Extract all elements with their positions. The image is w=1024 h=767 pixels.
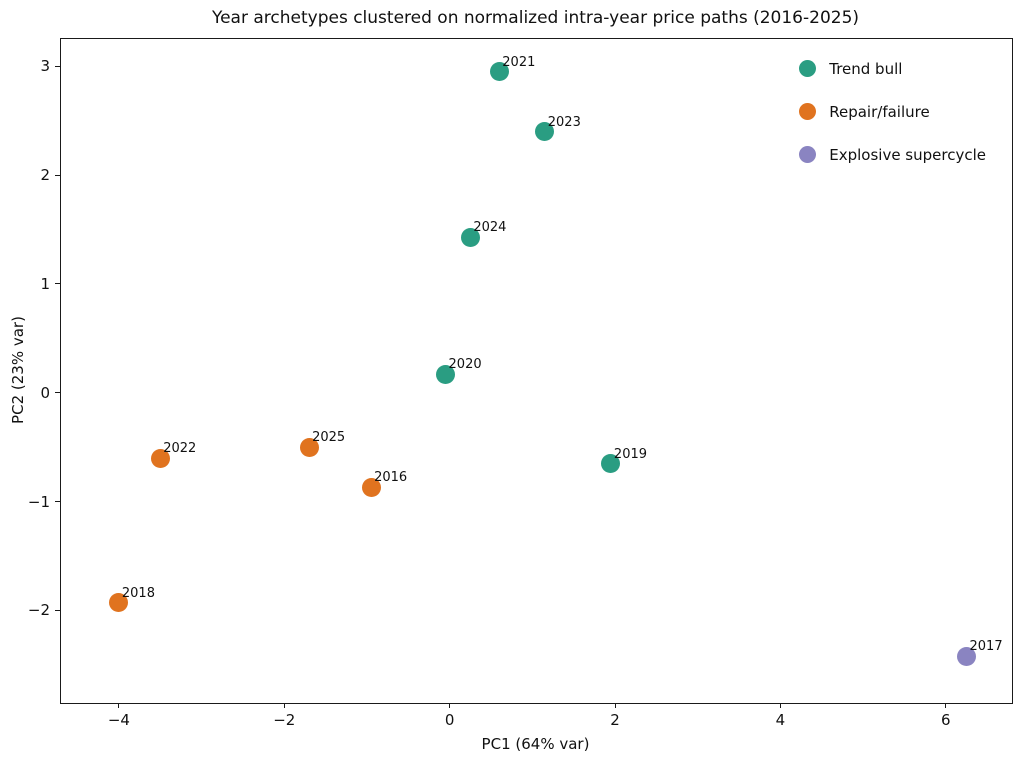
legend-item: Explosive supercycle — [799, 133, 986, 176]
data-point-label-2019: 2019 — [613, 446, 648, 462]
x-tick-mark — [283, 703, 285, 708]
chart-title: Year archetypes clustered on normalized … — [211, 8, 860, 28]
data-point-2019 — [601, 454, 621, 474]
x-tick-mark — [614, 703, 616, 708]
x-tick-mark — [118, 703, 120, 708]
data-point-2025 — [299, 437, 319, 457]
legend-marker-icon — [799, 146, 817, 163]
data-point-2023 — [535, 122, 555, 142]
data-point-label-2022: 2022 — [163, 441, 197, 457]
data-point-2016 — [361, 477, 381, 497]
y-tick-mark — [55, 283, 60, 285]
data-point-label-2016: 2016 — [374, 470, 408, 486]
y-tick-label: 0 — [40, 383, 50, 402]
legend-label: Repair/failure — [829, 102, 930, 121]
plot-area: Trend bull Repair/failure Explosive superc… — [28, 38, 1013, 729]
y-axis-label: PC2 (23% var) — [9, 316, 27, 424]
legend: Trend bull Repair/failure Explosive superc… — [799, 47, 986, 176]
data-point-label-2023: 2023 — [547, 114, 581, 130]
y-tick-mark — [55, 392, 60, 394]
x-tick-label: 2 — [610, 711, 620, 729]
y-tick-label: −2 — [27, 601, 50, 620]
x-tick-mark — [945, 703, 947, 708]
x-axis-label: PC1 (64% var) — [481, 735, 590, 753]
x-tick-label: 4 — [775, 711, 786, 729]
x-tick-label: 6 — [941, 711, 951, 729]
legend-label: Explosive supercycle — [829, 145, 986, 164]
y-tick-label: 1 — [40, 274, 50, 293]
y-tick-mark — [55, 174, 60, 176]
legend-label: Trend bull — [829, 59, 903, 78]
data-point-label-2025: 2025 — [312, 430, 346, 446]
data-point-2020 — [436, 364, 456, 384]
data-point-2024 — [460, 227, 480, 247]
data-point-label-2024: 2024 — [473, 220, 507, 236]
data-point-label-2021: 2021 — [502, 54, 536, 70]
data-point-2017 — [957, 646, 977, 666]
legend-marker-icon — [799, 103, 817, 120]
legend-marker-icon — [799, 60, 817, 77]
y-tick-mark — [55, 609, 60, 611]
y-tick-label: 3 — [40, 57, 50, 76]
data-point-label-2020: 2020 — [448, 357, 482, 373]
data-point-label-2017: 2017 — [969, 639, 1003, 655]
legend-item: Trend bull — [799, 47, 986, 90]
x-tick-label: 0 — [444, 711, 455, 729]
x-tick-label: −4 — [107, 711, 130, 729]
y-tick-mark — [55, 65, 60, 67]
data-point-2022 — [150, 448, 170, 468]
y-tick-mark — [55, 501, 60, 503]
legend-item: Repair/failure — [799, 90, 986, 133]
data-point-2021 — [489, 62, 509, 82]
x-tick-mark — [449, 703, 451, 708]
x-tick-mark — [779, 703, 781, 708]
data-point-label-2018: 2018 — [121, 585, 155, 601]
x-tick-label: −2 — [273, 711, 296, 729]
data-point-2018 — [109, 593, 129, 613]
y-tick-label: −1 — [27, 492, 50, 511]
y-tick-label: 2 — [40, 166, 50, 185]
